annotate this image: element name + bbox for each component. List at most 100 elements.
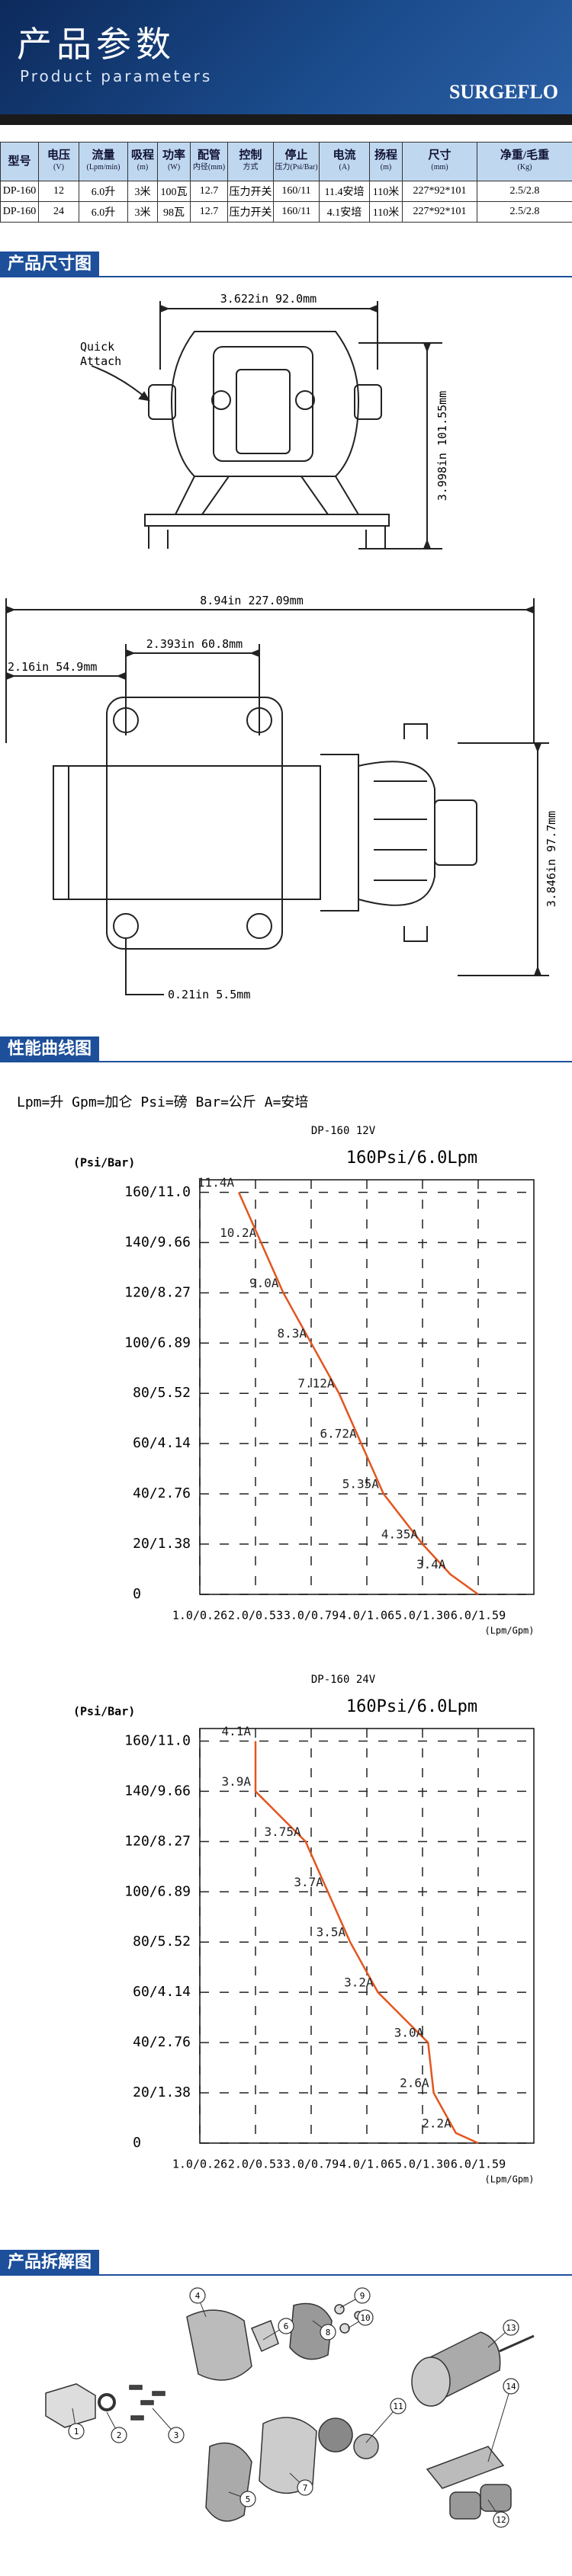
part-badge bbox=[68, 2423, 85, 2440]
part-number: 3 bbox=[174, 2430, 179, 2440]
part-number: 8 bbox=[326, 2328, 331, 2337]
table-cell: 12.7 bbox=[190, 181, 228, 202]
header-name: 停止 bbox=[284, 149, 308, 162]
dimension-label: 3.622in 92.0mm bbox=[220, 292, 317, 306]
part-badge bbox=[390, 2398, 407, 2414]
unit-legend: Lpm=升 Gpm=加仑 Psi=磅 Bar=公斤 A=安培 bbox=[17, 1094, 309, 1110]
current-label: 9.0A bbox=[249, 1276, 279, 1290]
heading-text: 产品拆解图 bbox=[0, 2250, 100, 2276]
dimension-label: 8.94in 227.09mm bbox=[200, 594, 303, 607]
current-label: 3.2A bbox=[344, 1975, 374, 1990]
current-label: 4.35A bbox=[381, 1527, 419, 1542]
y-tick-label: 60/4.14 bbox=[133, 1984, 191, 2000]
header-unit: (Lpm/min) bbox=[86, 163, 121, 171]
y-tick-label: 120/8.27 bbox=[124, 1284, 191, 1300]
table-cell: DP-160 bbox=[0, 201, 39, 223]
header-name: 电流 bbox=[333, 149, 356, 162]
header-unit: 内径(mm) bbox=[192, 163, 226, 171]
current-label: 10.2A bbox=[220, 1226, 257, 1240]
plot-frame bbox=[199, 1179, 535, 1595]
plot-frame bbox=[199, 1728, 535, 2144]
column-header: 停止 压力(Psi/Bar) bbox=[273, 142, 320, 181]
header-unit: (m) bbox=[380, 163, 392, 171]
y-tick-label: 160/11.0 bbox=[124, 1184, 191, 1200]
x-tick-label: 4.0/1.06 bbox=[339, 1609, 394, 1623]
header-name: 电压 bbox=[47, 149, 70, 162]
current-label: 2.2A bbox=[422, 2116, 451, 2130]
current-label: 4.1A bbox=[221, 1724, 251, 1738]
table-cell: 压力开关 bbox=[227, 181, 274, 202]
column-header: 净重/毛重 (Kg) bbox=[477, 142, 572, 181]
table-cell: 100瓦 bbox=[157, 181, 191, 202]
table-cell: 2.5/2.8 bbox=[477, 181, 572, 202]
y-tick-label: 40/2.76 bbox=[133, 1485, 191, 1501]
header-name: 吸程 bbox=[130, 149, 154, 162]
part-badge bbox=[297, 2479, 313, 2496]
table-cell: 24 bbox=[38, 201, 79, 223]
dimension-label: 0.21in 5.5mm bbox=[168, 988, 250, 1001]
current-label: 8.3A bbox=[277, 1326, 307, 1341]
header-name: 净重/毛重 bbox=[500, 149, 550, 162]
x-tick-label: 2.0/0.53 bbox=[228, 2158, 283, 2171]
top-drawing: 3.622in 92.0mm 3.998in 101.55mm Quick At… bbox=[80, 292, 449, 549]
x-tick-label: 2.0/0.53 bbox=[228, 1609, 283, 1623]
x-axis-label: (Lpm/Gpm) bbox=[484, 1626, 534, 1636]
column-header: 电压 (V) bbox=[38, 142, 79, 181]
divider bbox=[0, 114, 572, 125]
current-label: 2.6A bbox=[400, 2076, 429, 2091]
column-header: 型号 bbox=[0, 142, 39, 181]
column-header: 流量 (Lpm/min) bbox=[79, 142, 128, 181]
chart-title: DP-160 24V bbox=[311, 1674, 376, 1686]
table-cell: 压力开关 bbox=[227, 201, 274, 223]
part-badge bbox=[278, 2318, 294, 2334]
x-tick-label: 6.0/1.59 bbox=[451, 1609, 506, 1623]
header-unit: (W) bbox=[167, 163, 181, 171]
part-badge bbox=[503, 2319, 519, 2336]
x-axis-label: (Lpm/Gpm) bbox=[484, 2174, 534, 2185]
column-header: 吸程 (m) bbox=[127, 142, 158, 181]
table-cell: 98瓦 bbox=[157, 201, 191, 223]
callout: Quick bbox=[80, 340, 114, 354]
performance-curve bbox=[237, 1191, 479, 1596]
banner-title: 产品参数 bbox=[17, 24, 175, 65]
column-header: 功率 (W) bbox=[157, 142, 191, 181]
x-tick-label: 3.0/0.79 bbox=[284, 1609, 339, 1623]
x-tick-label: 1.0/0.26 bbox=[172, 2158, 227, 2171]
current-label: 11.4A bbox=[198, 1175, 235, 1190]
y-axis-label: (Psi/Bar) bbox=[73, 1156, 135, 1170]
part-badge bbox=[239, 2491, 256, 2507]
part-badge bbox=[503, 2378, 519, 2395]
chart-subtitle: 160Psi/6.0Lpm bbox=[346, 1697, 477, 1716]
part-badge bbox=[357, 2309, 374, 2326]
table-cell: 3米 bbox=[127, 201, 158, 223]
y-tick-label: 20/1.38 bbox=[133, 2084, 191, 2100]
dimension-label: 2.393in 60.8mm bbox=[146, 637, 243, 651]
current-label: 3.75A bbox=[265, 1825, 302, 1839]
y-tick-label: 100/6.89 bbox=[124, 1883, 191, 1899]
side-drawing: 8.94in 227.09mm 2.393in 60.8mm 2.16in 54… bbox=[5, 594, 558, 1001]
y-tick-label: 20/1.38 bbox=[133, 1536, 191, 1552]
header-unit: 方式 bbox=[243, 163, 259, 171]
y-axis-label: (Psi/Bar) bbox=[73, 1705, 135, 1719]
table-row: DP-160 24 6.0升 3米 98瓦 12.7 压力开关 160/11 4.1安培 110米… bbox=[0, 201, 572, 223]
table-row: DP-160 12 6.0升 3米 100瓦 12.7 压力开关 160/11 11.4安培 11… bbox=[0, 181, 572, 202]
table-cell: 12.7 bbox=[190, 201, 228, 223]
y-tick-label: 80/5.52 bbox=[133, 1934, 191, 1950]
banner: 产品参数 Product parameters SURGEFLO bbox=[0, 0, 572, 114]
dimension-label: 3.846in 97.7mm bbox=[545, 811, 558, 907]
part-badge bbox=[320, 2324, 336, 2341]
performance-chart: DP-160 24V 160Psi/6.0Lpm (Psi/Bar) (Lpm/Gpm… bbox=[73, 1674, 535, 2185]
part-badge bbox=[111, 2427, 127, 2443]
header-unit: (V) bbox=[53, 163, 64, 171]
current-label: 3.4A bbox=[416, 1557, 446, 1572]
table-cell: 4.1安培 bbox=[319, 201, 370, 223]
table-cell: DP-160 bbox=[0, 181, 39, 202]
current-label: 3.7A bbox=[294, 1875, 323, 1889]
column-header: 尺寸 (mm) bbox=[402, 142, 477, 181]
part-number: 10 bbox=[360, 2313, 370, 2323]
header-name: 扬程 bbox=[374, 149, 397, 162]
dimension-label: 3.998in 101.55mm bbox=[435, 391, 449, 501]
y-tick-label: 140/9.66 bbox=[124, 1234, 191, 1250]
part-number: 11 bbox=[393, 2401, 403, 2411]
